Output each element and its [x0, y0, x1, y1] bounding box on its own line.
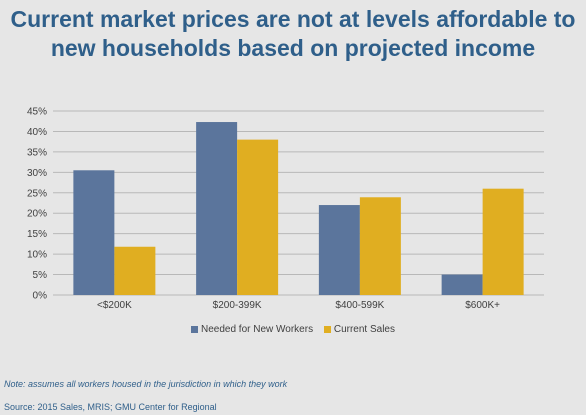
footnote: Note: assumes all workers housed in the … [4, 379, 288, 389]
bar-needed-for-new-workers [441, 274, 483, 295]
y-tick-label: 20% [27, 209, 47, 220]
bar-current-sales [482, 188, 524, 295]
x-category-label: <$200K [97, 300, 132, 311]
bar-needed-for-new-workers [73, 170, 115, 295]
y-tick-label: 45% [27, 107, 47, 118]
bar-chart: 0% 5% 10% 15% 20% 25% 30% 35% 40% 45% <$200K $200-3… [27, 107, 544, 311]
legend-swatch-series-2 [323, 326, 331, 333]
bar-needed-for-new-workers [196, 122, 238, 295]
legend-item-series-2: Current Sales [323, 324, 395, 335]
y-tick-label: 40% [27, 127, 47, 138]
bar-needed-for-new-workers [318, 205, 360, 295]
x-category-label: $400-599K [335, 300, 384, 311]
legend-swatch-series-1 [190, 326, 198, 333]
chart-legend: Needed for New Workers Current Sales [0, 324, 586, 336]
x-category-label: $200-399K [213, 300, 262, 311]
chart-container: 0% 5% 10% 15% 20% 25% 30% 35% 40% 45% <$200K $200-3… [0, 95, 586, 345]
bar-current-sales [114, 246, 156, 295]
legend-item-series-1: Needed for New Workers [190, 324, 314, 335]
legend-label-series-1: Needed for New Workers [200, 324, 314, 335]
y-tick-label: 35% [27, 147, 47, 158]
slide-title: Current market prices are not at levels … [10, 6, 576, 61]
y-tick-label: 25% [27, 188, 47, 199]
y-tick-label: 10% [27, 250, 47, 261]
bar-current-sales [359, 197, 401, 295]
source-line: Source: 2015 Sales, MRIS; GMU Center for… [4, 402, 217, 412]
legend-label-series-2: Current Sales [333, 324, 395, 335]
y-tick-label: 0% [33, 291, 48, 302]
y-tick-label: 15% [27, 229, 47, 240]
x-category-label: $600K+ [465, 300, 500, 311]
y-tick-label: 5% [33, 270, 48, 281]
bar-current-sales [237, 139, 279, 295]
y-tick-label: 30% [27, 168, 47, 179]
